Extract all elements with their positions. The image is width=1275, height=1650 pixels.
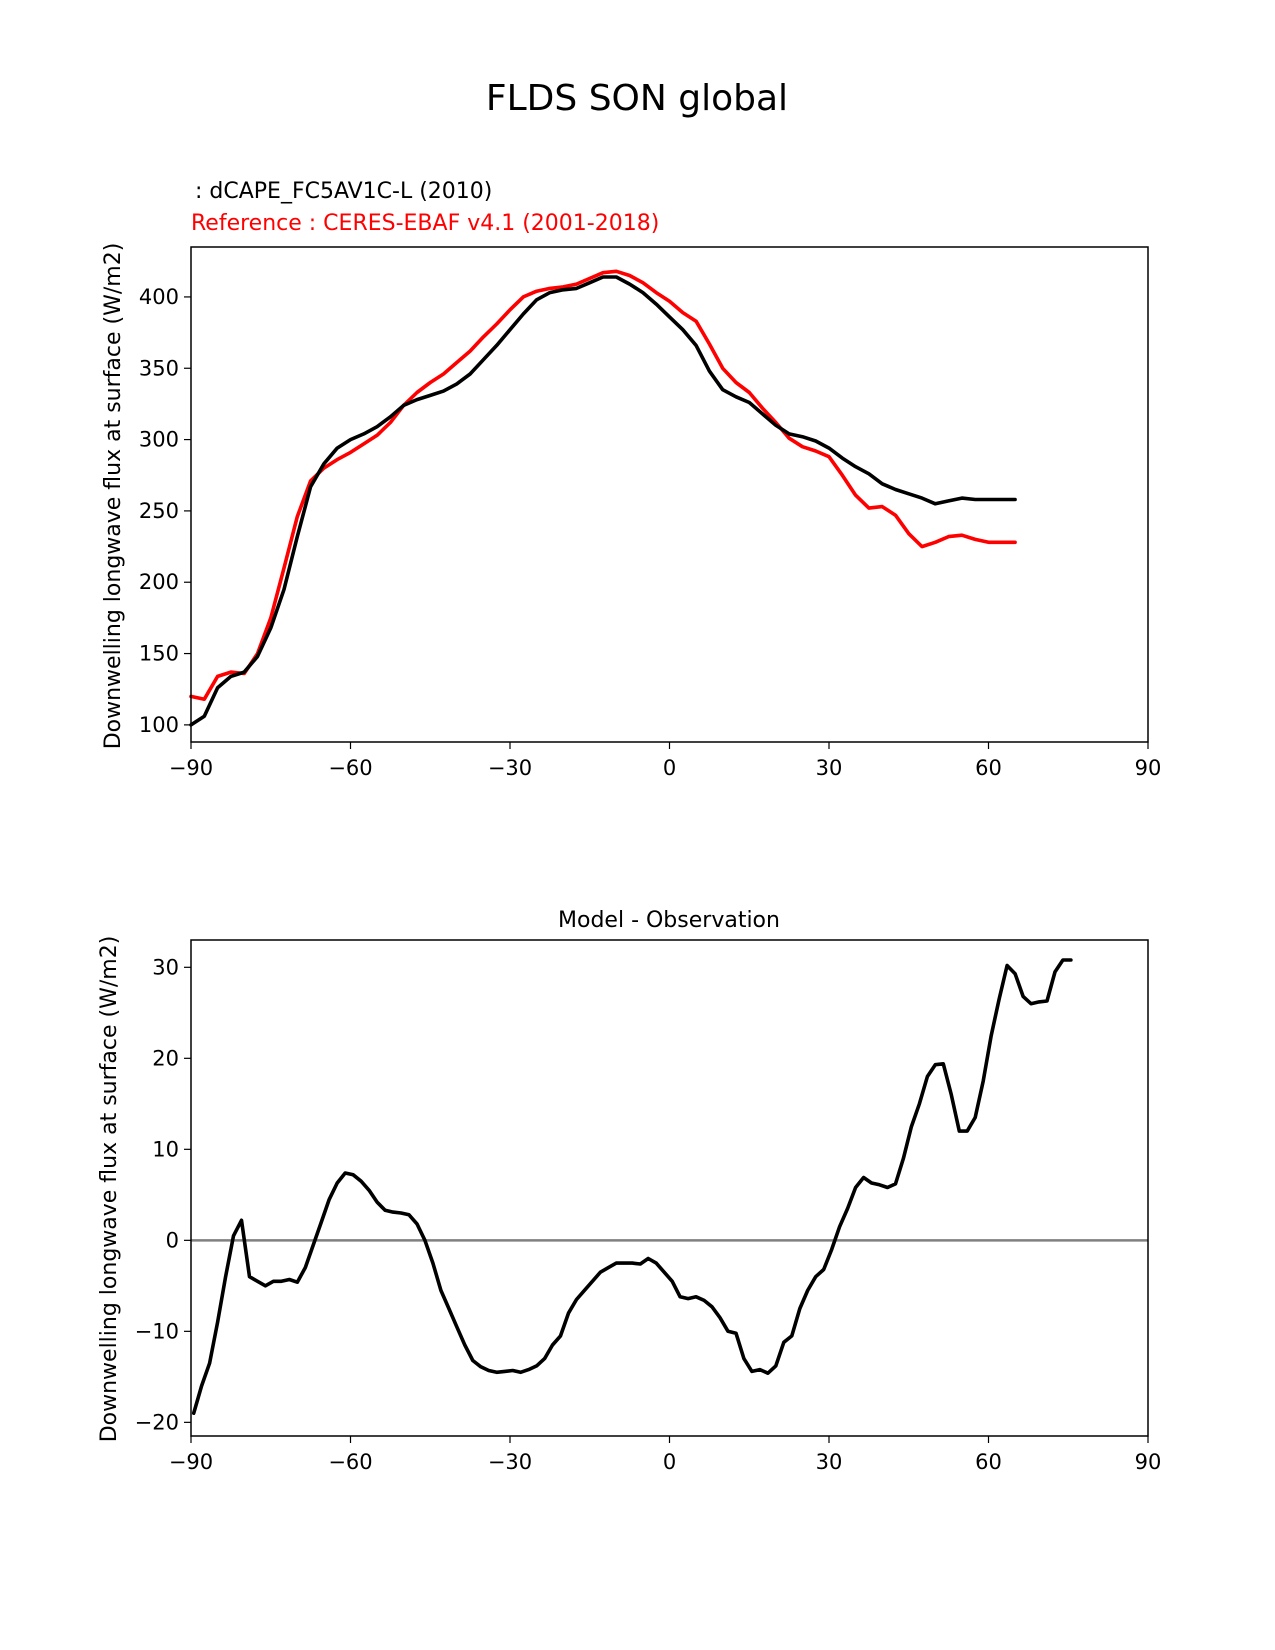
panel0-series-test bbox=[189, 275, 1017, 727]
bottom-panel-series bbox=[191, 958, 1148, 1415]
bottom-panel-ylabel: Downwelling longwave flux at surface (W/… bbox=[97, 936, 122, 1443]
panel0-xtick-label: −90 bbox=[169, 756, 213, 780]
bottom-panel-title: Model - Observation bbox=[558, 908, 780, 933]
top-panel-axes: −90 −60 −30 0 30 60 90 100 150 200 250 300 350 400 bbox=[139, 285, 1161, 780]
bottom-panel-frame bbox=[190, 939, 1149, 1437]
panel0-xtick-label: −60 bbox=[328, 756, 372, 780]
panel0-series-reference bbox=[189, 269, 1017, 702]
bottom-panel-axes: −90 −60 −30 0 30 60 90 −20 −10 0 10 20 30 bbox=[135, 955, 1162, 1474]
panel0-xtick-label: 60 bbox=[975, 756, 1002, 780]
panel0-ytick-label: 300 bbox=[139, 428, 179, 452]
bottom-panel: Model - Observation Downwelling longwave… bbox=[97, 908, 1161, 1474]
panel0-ytick-label: 200 bbox=[139, 570, 179, 594]
panel1-ytick-label: 20 bbox=[152, 1046, 179, 1070]
panel1-xtick-label: 60 bbox=[975, 1450, 1002, 1474]
panel0-ytick-label: 350 bbox=[139, 356, 179, 380]
panel1-ytick-label: 10 bbox=[152, 1137, 179, 1161]
panel1-xtick-label: 30 bbox=[816, 1450, 843, 1474]
panel1-ytick-label: 30 bbox=[152, 955, 179, 979]
figure-title: FLDS SON global bbox=[486, 78, 788, 119]
panel1-xtick-label: −60 bbox=[328, 1450, 372, 1474]
panel1-xtick-label: −90 bbox=[169, 1450, 213, 1474]
panel0-xtick-label: 90 bbox=[1135, 756, 1162, 780]
top-panel-frame bbox=[190, 246, 1149, 743]
panel1-ytick-label: −10 bbox=[135, 1319, 179, 1343]
panel0-xtick-label: −30 bbox=[488, 756, 532, 780]
panel1-xtick-label: 90 bbox=[1135, 1450, 1162, 1474]
reference-label: Reference : CERES-EBAF v4.1 (2001-2018) bbox=[191, 211, 659, 236]
panel0-xtick-label: 30 bbox=[816, 756, 843, 780]
top-panel-ylabel: Downwelling longwave flux at surface (W/… bbox=[101, 243, 126, 750]
panel0-ytick-label: 250 bbox=[139, 499, 179, 523]
panel0-xtick-label: 0 bbox=[663, 756, 676, 780]
panel0-ytick-label: 150 bbox=[139, 642, 179, 666]
panel1-xtick-label: −30 bbox=[488, 1450, 532, 1474]
panel1-xtick-label: 0 bbox=[663, 1450, 676, 1474]
panel1-ytick-label: −20 bbox=[135, 1410, 179, 1434]
panel0-ytick-label: 100 bbox=[139, 713, 179, 737]
panel1-ytick-label: 0 bbox=[166, 1228, 179, 1252]
test-case-label: : dCAPE_FC5AV1C-L (2010) bbox=[195, 179, 492, 204]
panel0-ytick-label: 400 bbox=[139, 285, 179, 309]
panel1-series-difference bbox=[191, 958, 1073, 1415]
top-panel-series bbox=[189, 269, 1017, 727]
top-panel: : dCAPE_FC5AV1C-L (2010) Reference : CER… bbox=[101, 179, 1161, 780]
